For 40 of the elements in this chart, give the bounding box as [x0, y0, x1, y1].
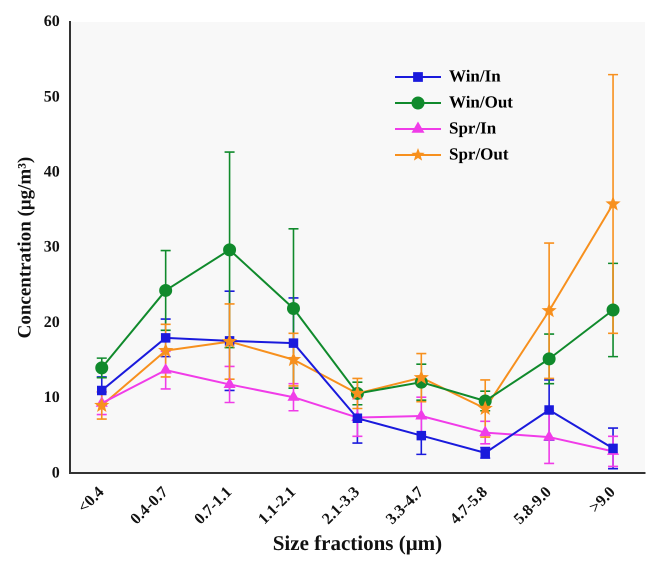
point: [543, 430, 555, 441]
y-tick-label: 0: [52, 464, 60, 482]
y-tick-label: 50: [44, 88, 60, 106]
point: [414, 370, 429, 384]
x-axis-title: Size fractions (μm): [272, 530, 442, 555]
point: [160, 333, 170, 343]
point: [222, 334, 238, 348]
point: [352, 414, 362, 424]
point: [480, 426, 491, 436]
point: [606, 304, 620, 316]
point: [542, 302, 557, 318]
point: [288, 390, 300, 401]
point: [542, 352, 556, 366]
point: [95, 361, 108, 374]
y-axis-title: Concentration (μg/m³): [14, 156, 36, 338]
point: [416, 430, 426, 440]
point: [605, 196, 621, 210]
point: [160, 364, 172, 374]
legend-label: Spr/In: [449, 118, 497, 138]
y-tick-label: 60: [44, 13, 60, 30]
point: [97, 386, 106, 396]
point: [288, 338, 298, 348]
point: [286, 302, 300, 315]
point: [94, 397, 110, 412]
point: [478, 400, 493, 415]
y-tick-label: 30: [44, 238, 60, 256]
y-tick-label: 40: [44, 164, 60, 181]
y-tick-label: 10: [44, 389, 60, 406]
x-tick-label: >9.0: [586, 484, 619, 516]
point: [416, 410, 428, 420]
x-tick-label: <0.4: [74, 484, 108, 516]
point: [159, 284, 172, 297]
point: [544, 405, 554, 415]
y-tick-label: 20: [44, 314, 60, 331]
point: [158, 342, 174, 358]
point: [224, 378, 236, 388]
legend-label: Win/In: [449, 66, 502, 86]
legend-label: Win/Out: [449, 92, 514, 112]
legend-label: Spr/Out: [449, 144, 509, 164]
point: [223, 243, 236, 256]
